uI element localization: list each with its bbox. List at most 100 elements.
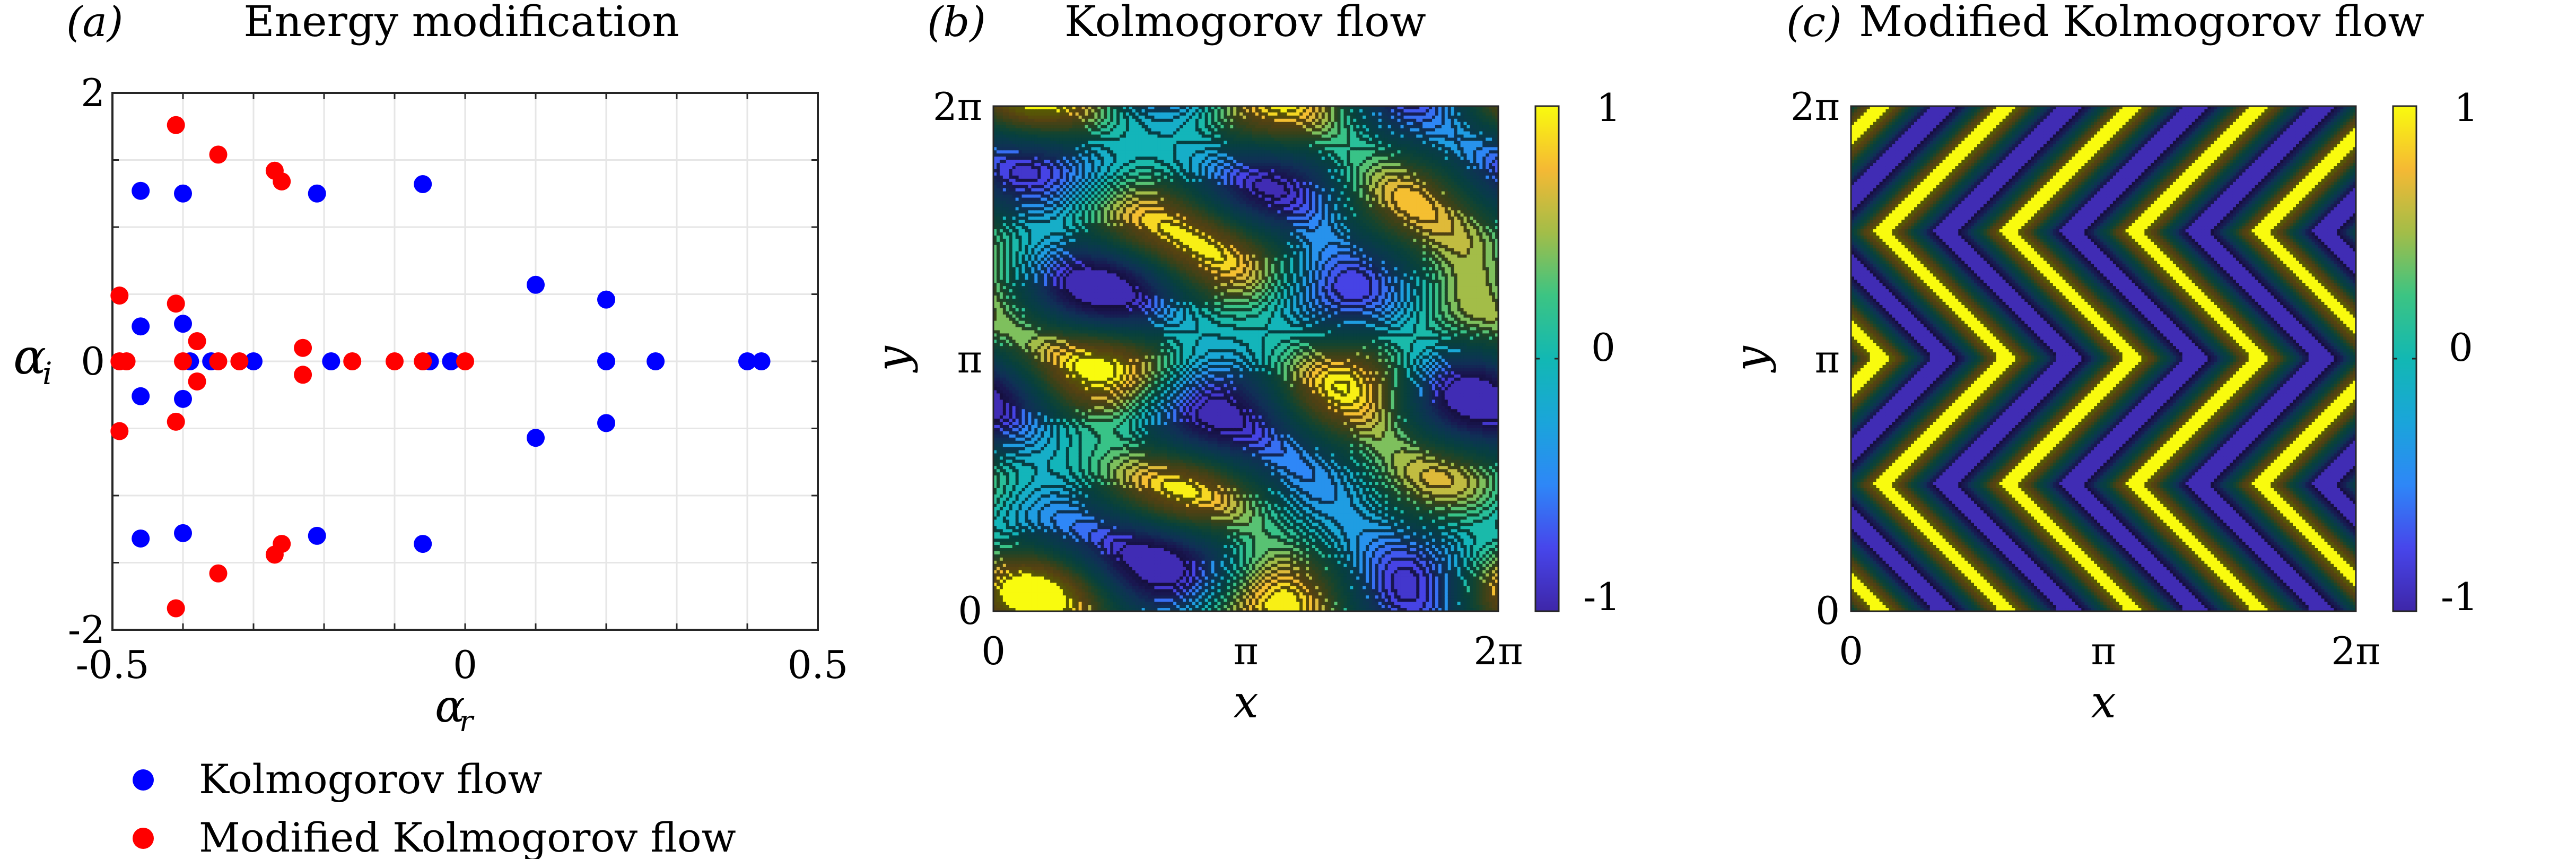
field-cell [1078,444,1082,448]
field-cell [1012,204,1016,207]
field-cell [1037,396,1041,400]
field-cell [1015,371,1019,375]
field-cell [1028,320,1032,325]
field-cell [1021,229,1026,233]
field-cell [1037,466,1041,470]
field-cell [1072,122,1076,126]
field-cell [1062,494,1067,498]
field-cell [1002,472,1007,476]
field-cell [1075,500,1079,505]
field-cell [1088,229,1092,233]
field-cell [1015,605,1019,609]
field-cell [1078,396,1082,400]
field-cell [1050,150,1054,154]
field-cell [1002,475,1007,479]
field-cell [1044,428,1047,432]
field-cell [1059,270,1063,274]
field-cell [1075,440,1079,445]
field-cell [1041,229,1044,233]
field-cell [1006,535,1010,539]
field-cell [1066,175,1070,179]
field-cell [1025,128,1029,132]
field-cell [1009,109,1013,113]
field-cell [1050,226,1054,230]
field-cell [1034,387,1038,391]
field-cell [1015,109,1019,113]
field-cell [1085,605,1089,609]
field-cell [1006,185,1010,189]
field-cell [1078,181,1082,186]
field-cell [1037,532,1041,536]
field-cell [1062,450,1067,454]
field-cell [1009,346,1013,350]
field-cell [1085,264,1089,268]
field-cell [1031,500,1035,505]
field-cell [1028,551,1032,555]
field-cell [1037,479,1041,482]
field-cell [1015,166,1019,170]
field-cell [1015,352,1019,356]
field-cell [1085,194,1089,198]
field-cell [1015,169,1019,173]
field-cell [1009,241,1013,246]
field-cell [1072,355,1076,359]
field-cell [996,412,1000,416]
field-cell [1075,109,1079,113]
field-cell [996,400,1000,403]
field-cell [1021,296,1026,299]
field-cell [1072,602,1076,605]
field-cell [1025,589,1029,593]
field-cell [1009,482,1013,485]
field-cell [1041,500,1044,505]
field-cell [1012,570,1016,574]
field-cell [1031,301,1035,306]
field-cell [993,296,997,299]
field-cell [1031,226,1035,230]
field-cell [1081,548,1086,552]
field-cell [1075,482,1079,485]
field-cell [1062,254,1067,258]
field-cell [1006,494,1010,498]
field-cell [1053,191,1057,195]
field-cell [1006,238,1010,242]
field-cell [1037,191,1041,195]
field-cell [996,447,1000,451]
field-cell [1041,245,1044,249]
field-cell [1075,352,1079,356]
field-cell [1025,134,1029,138]
field-cell [1085,131,1089,135]
field-cell [1059,194,1063,198]
field-cell [1059,349,1063,353]
field-cell [1015,276,1019,280]
field-cell [1025,400,1029,403]
field-cell [1072,185,1076,189]
field-cell [1044,485,1047,489]
field-cell [1066,286,1070,290]
field-cell [1002,194,1007,198]
field-cell [1066,122,1070,126]
field-cell [1009,144,1013,147]
field-cell [1037,567,1041,571]
field-cell [1059,542,1063,545]
field-cell [1044,513,1047,517]
field-cell [996,147,1000,151]
field-cell [1031,491,1035,495]
field-cell [1021,447,1026,451]
field-cell [999,500,1003,505]
field-cell [999,361,1003,366]
field-cell [1034,254,1038,258]
field-cell [1069,163,1073,167]
field-cell [993,229,997,233]
field-cell [1059,276,1063,280]
field-cell [996,396,1000,400]
field-cell [1053,447,1057,451]
field-cell [1002,504,1007,508]
field-cell [1021,479,1026,482]
field-cell [1085,431,1089,435]
field-cell [1059,355,1063,359]
field-cell [1009,507,1013,511]
field-cell [1066,144,1070,147]
field-cell [1053,213,1057,217]
field-cell [1028,368,1032,372]
field-cell [1066,542,1070,545]
